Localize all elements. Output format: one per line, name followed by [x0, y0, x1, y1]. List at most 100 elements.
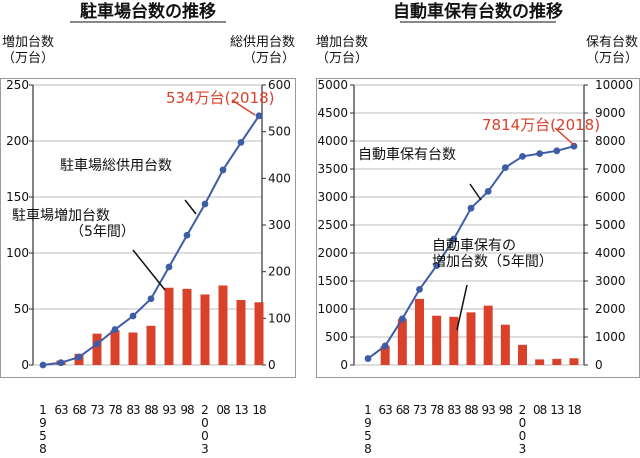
chart1-left-tick-label: 5000 — [317, 78, 348, 92]
chart1-x-tick-label: 9 — [364, 416, 372, 430]
chart0-bar — [146, 325, 156, 365]
chart1-left-tick-label: 2000 — [317, 246, 348, 260]
chart0-bar-label-leader — [132, 249, 166, 291]
chart0-bar — [164, 287, 174, 365]
chart1-left-tick-label: 4000 — [317, 134, 348, 148]
chart0-bar — [182, 288, 192, 365]
chart1-x-tick-label: 2 — [519, 403, 527, 417]
chart1-right-tick-label: 4000 — [595, 246, 626, 260]
chart1-x-tick-label: 8 — [364, 442, 372, 456]
chart1-x-tick-label: 0 — [519, 416, 527, 430]
chart1-line-point — [381, 342, 389, 350]
chart0-right-tick-label: 100 — [268, 311, 291, 325]
chart0-bar-label: 駐車場増加台数 — [12, 207, 110, 224]
chart0-bar-label: （5年間） — [70, 224, 135, 240]
chart1-left-tick-label: 1500 — [317, 274, 348, 288]
chart1-line-point — [364, 355, 372, 362]
chart1-bar — [569, 358, 579, 365]
chart0-x-tick-label: 0 — [201, 416, 209, 430]
chart1-left-tick-label: 1000 — [317, 302, 348, 316]
chart1-x-tick-label: 73 — [413, 403, 427, 417]
chart1-bar — [432, 315, 442, 365]
chart1-x-tick-label: 08 — [533, 403, 547, 417]
chart1-x-tick-label: 78 — [430, 403, 444, 417]
chart0-x-tick-label: 83 — [126, 403, 140, 417]
chart0-title: 駐車場台数の推移 — [80, 1, 216, 22]
chart1-left-tick-label: 2500 — [317, 218, 348, 232]
chart0-x-tick-label: 08 — [216, 403, 230, 417]
chart0-line-point — [129, 312, 137, 320]
chart0-left-tick-label: 250 — [6, 78, 29, 92]
chart0-right-tick-label: 200 — [268, 265, 291, 279]
chart0-right-tick-label: 600 — [268, 78, 291, 92]
chart1-callout: 7814万台(2018) — [482, 116, 600, 134]
chart1-bar — [535, 359, 545, 365]
chart1-bar — [466, 312, 476, 365]
chart1-line-point — [450, 235, 458, 243]
chart0-x-tick-label: 13 — [234, 403, 248, 417]
chart1-right-tick-label: 5000 — [595, 218, 626, 232]
chart1-x-tick-label: 3 — [519, 442, 527, 456]
chart1-bar — [380, 345, 390, 365]
chart1-bar — [449, 316, 459, 365]
chart0-frame — [0, 78, 296, 378]
chart0-x-tick-label: 3 — [201, 442, 209, 456]
chart1-bar-label: 増加台数（5年間） — [432, 254, 553, 270]
chart1-right-axis-label: （万台） — [586, 51, 638, 66]
chart1-bar — [483, 305, 493, 365]
chart0-x-tick-label: 88 — [144, 403, 158, 417]
chart0-x-tick-label: 1 — [39, 403, 47, 417]
chart0-line-point — [183, 231, 191, 239]
chart0-bar — [200, 294, 210, 365]
chart0-line-point — [237, 139, 245, 146]
chart0-x-tick-label: 68 — [72, 403, 86, 417]
chart1-line-point — [501, 164, 509, 172]
chart0-bar — [92, 333, 102, 365]
chart0-line-point — [201, 200, 209, 208]
chart0-line-point — [111, 326, 119, 333]
chart0-line-point — [219, 166, 227, 174]
chart1-right-tick-label: 8000 — [595, 134, 626, 148]
chart1-bar — [500, 324, 510, 365]
chart1-left-tick-label: 4500 — [317, 106, 348, 120]
chart0-line-label-leader — [184, 199, 197, 215]
chart1-left-tick-label: 3500 — [317, 162, 348, 176]
chart1-right-tick-label: 3000 — [595, 274, 626, 288]
chart0-right-tick-label: 300 — [268, 218, 291, 232]
chart1-line-point — [553, 147, 561, 155]
chart1-line-point — [519, 153, 526, 160]
chart0-left-tick-label: 200 — [6, 134, 29, 148]
chart1-right-tick-label: 0 — [595, 358, 603, 372]
chart1-x-tick-label: 1 — [364, 403, 372, 417]
chart0-right-tick-label: 0 — [268, 358, 276, 372]
chart1-line-point — [416, 286, 423, 293]
chart1-x-tick-label: 13 — [550, 403, 564, 417]
chart0-x-tick-label: 98 — [180, 403, 194, 417]
chart1-left-axis-label: 増加台数 — [316, 35, 368, 50]
chart1-left-axis-label: （万台） — [316, 51, 368, 66]
chart1-bar — [552, 358, 562, 365]
chart1-x-tick-label: 93 — [482, 403, 496, 417]
chart0-line-point — [57, 359, 65, 367]
chart0-line-point — [93, 340, 101, 348]
chart1-right-tick-label: 7000 — [595, 162, 626, 176]
chart0-x-tick-label: 8 — [39, 442, 47, 456]
chart0-line-point — [165, 263, 173, 271]
chart0-bar — [254, 302, 264, 365]
chart0-bar — [236, 300, 246, 365]
chart1-x-tick-label: 88 — [464, 403, 478, 417]
chart0-right-tick-label: 400 — [268, 171, 291, 185]
chart1-x-tick-label: 0 — [519, 429, 527, 443]
chart0-x-tick-label: 63 — [54, 403, 68, 417]
chart1-left-tick-label: 500 — [325, 330, 348, 344]
chart1-line-point — [398, 315, 406, 323]
chart1-x-tick-label: 5 — [364, 429, 372, 443]
chart0-line-label: 駐車場総供用台数 — [60, 157, 172, 174]
chart0-x-tick-label: 2 — [201, 403, 209, 417]
chart1-line-label-leader — [469, 183, 482, 201]
chart1-right-axis-label: 保有台数 — [586, 35, 638, 50]
chart1-bar — [415, 298, 424, 365]
chart1-line-point — [467, 204, 475, 212]
chart0-bar — [218, 285, 228, 365]
chart1-line-point — [570, 142, 578, 150]
